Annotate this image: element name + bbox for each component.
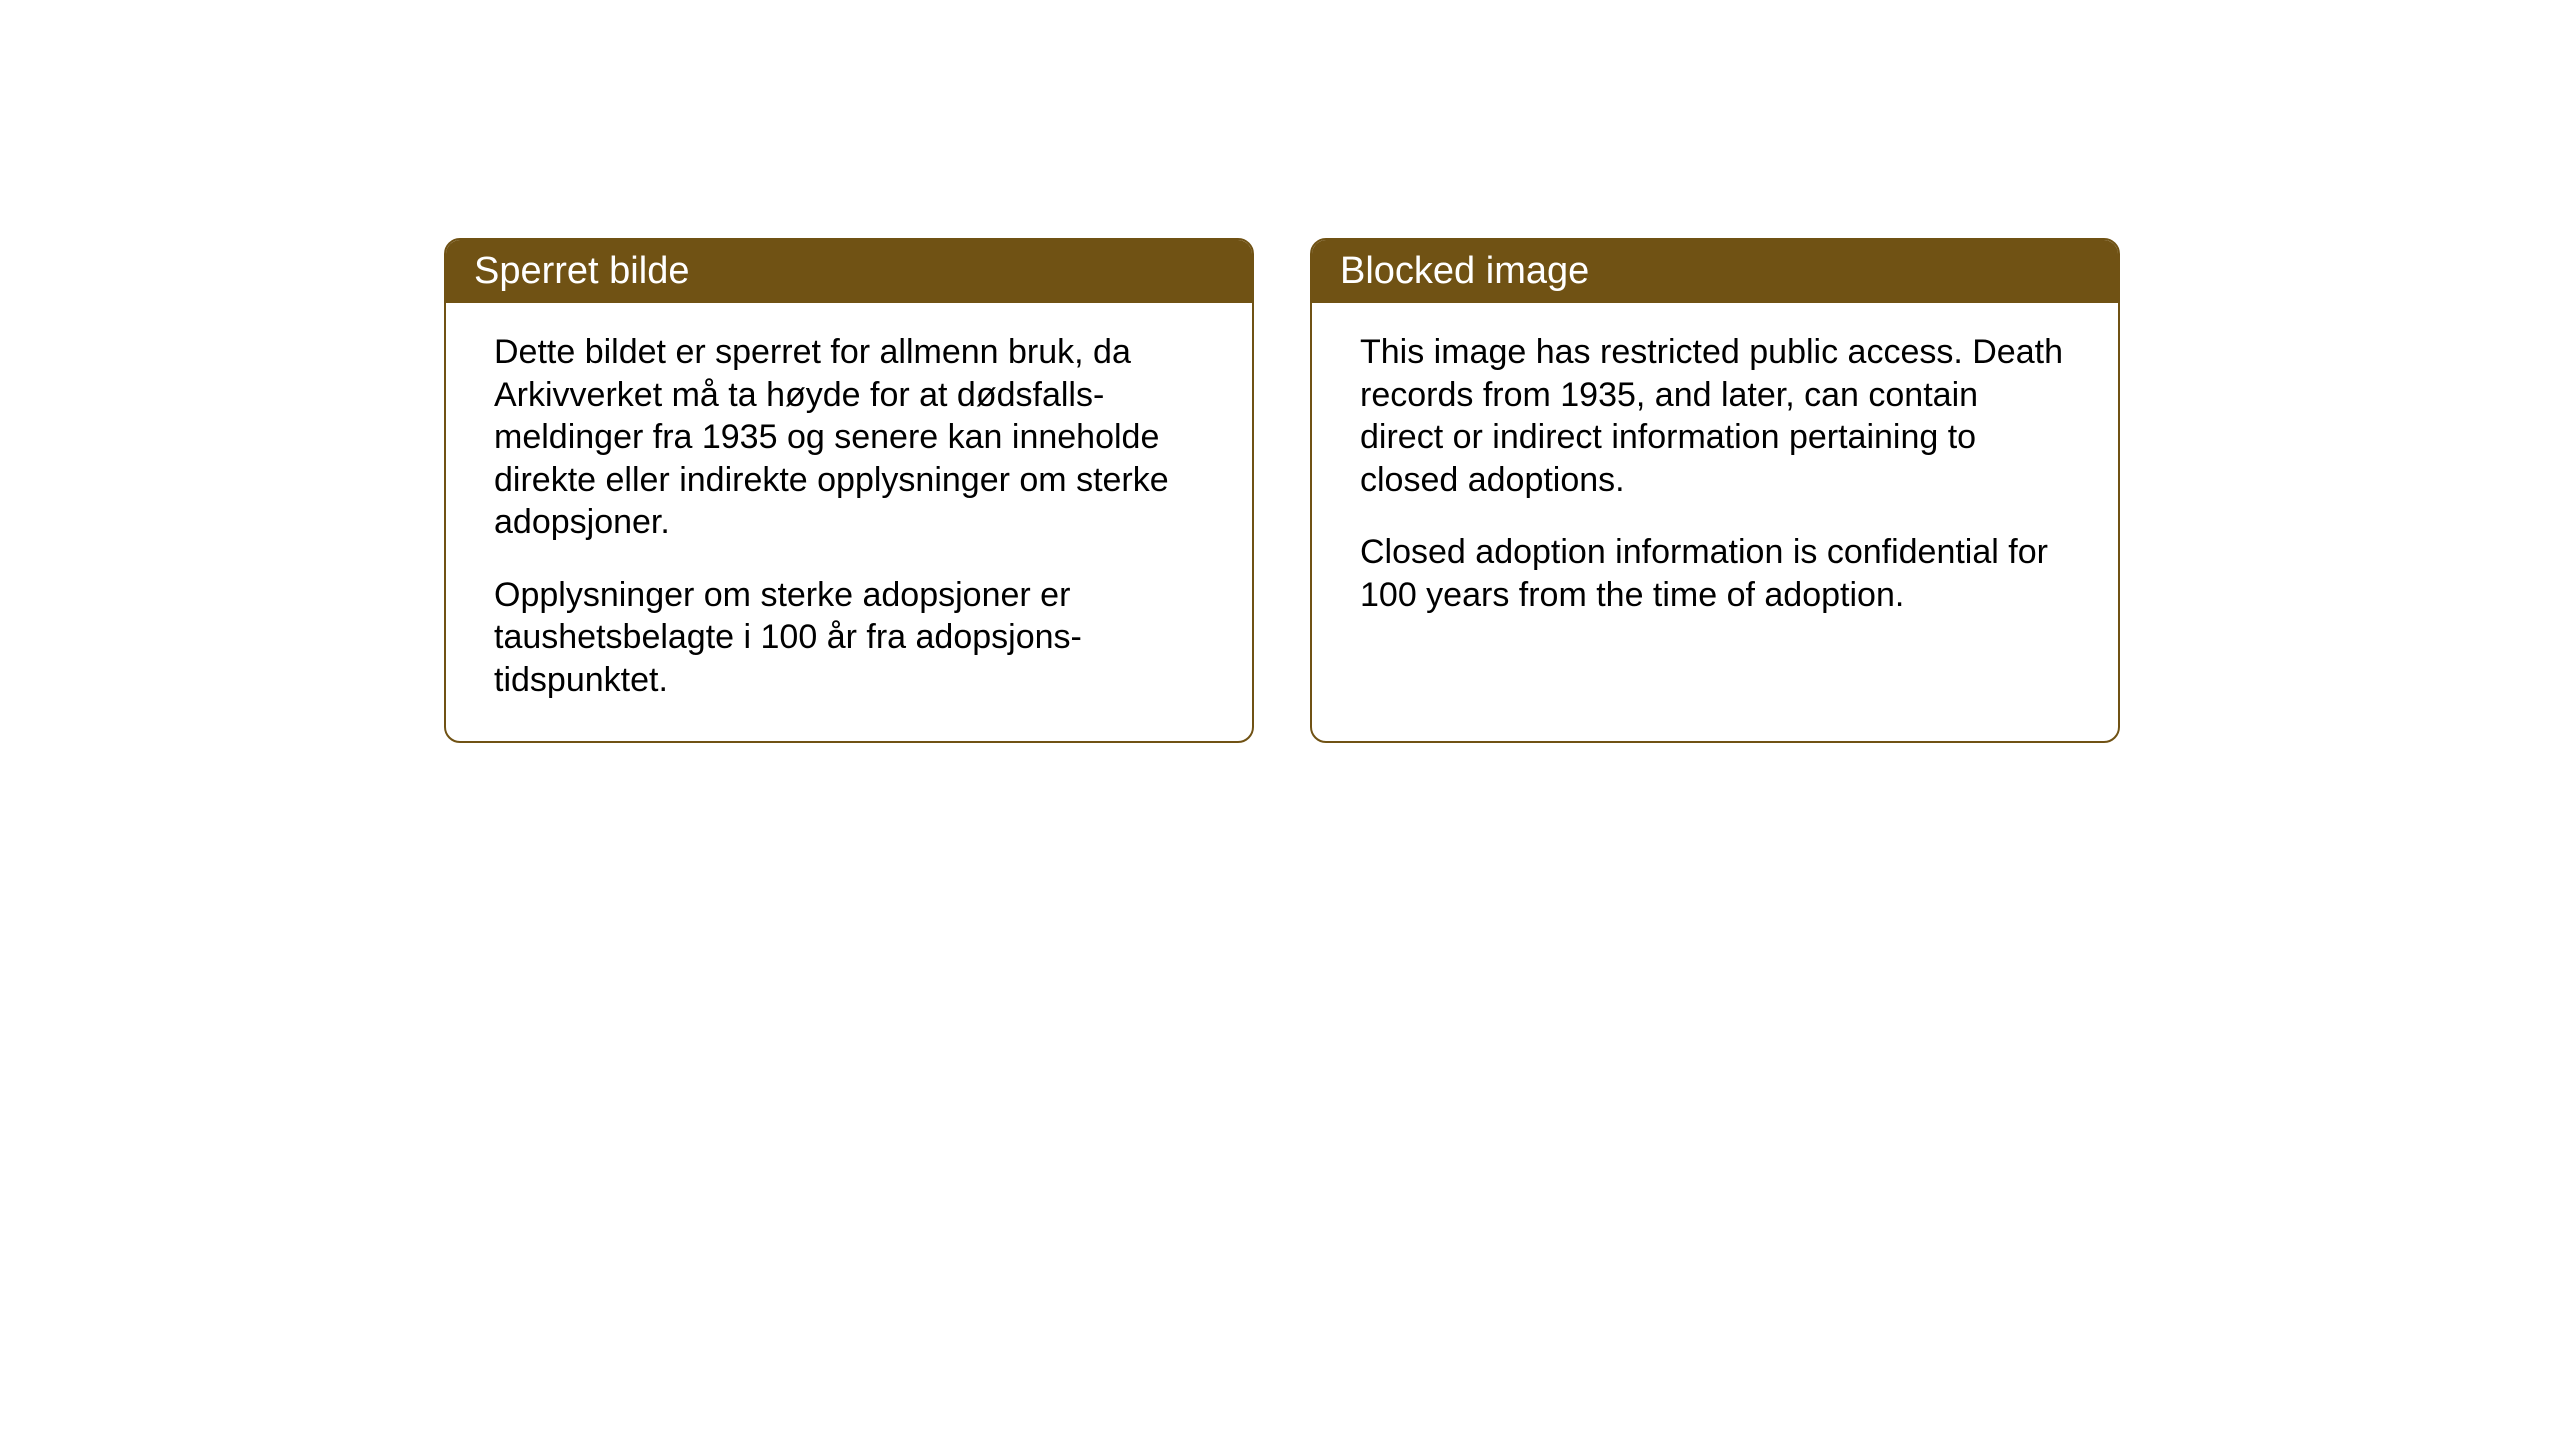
notice-body-english: This image has restricted public access.… <box>1312 303 2118 656</box>
notice-container: Sperret bilde Dette bildet er sperret fo… <box>444 238 2120 743</box>
notice-paragraph-2-norwegian: Opplysninger om sterke adopsjoner er tau… <box>494 574 1204 702</box>
notice-box-norwegian: Sperret bilde Dette bildet er sperret fo… <box>444 238 1254 743</box>
notice-paragraph-2-english: Closed adoption information is confident… <box>1360 531 2070 616</box>
notice-body-norwegian: Dette bildet er sperret for allmenn bruk… <box>446 303 1252 741</box>
notice-paragraph-1-english: This image has restricted public access.… <box>1360 331 2070 501</box>
notice-paragraph-1-norwegian: Dette bildet er sperret for allmenn bruk… <box>494 331 1204 544</box>
notice-header-english: Blocked image <box>1312 240 2118 303</box>
notice-header-norwegian: Sperret bilde <box>446 240 1252 303</box>
notice-box-english: Blocked image This image has restricted … <box>1310 238 2120 743</box>
notice-title-norwegian: Sperret bilde <box>474 250 689 292</box>
notice-title-english: Blocked image <box>1340 250 1589 292</box>
